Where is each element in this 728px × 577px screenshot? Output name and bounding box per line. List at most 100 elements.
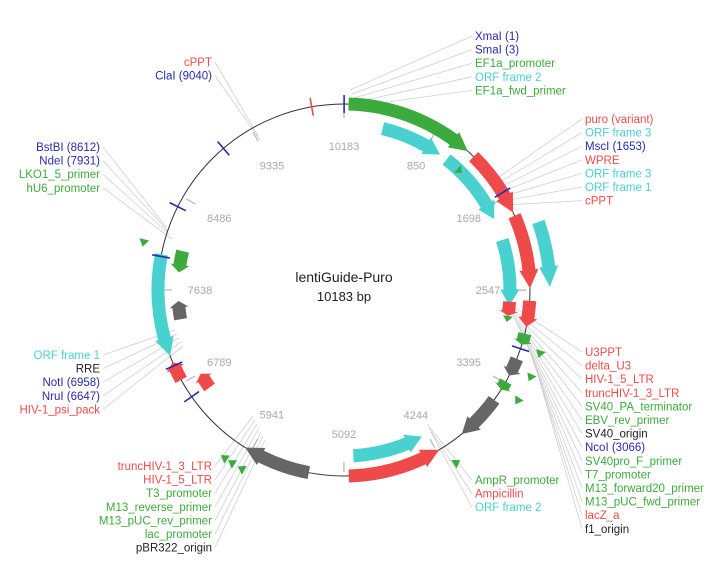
primer-arrow bbox=[139, 238, 150, 247]
label-ef1a-promoter: EF1a_promoter bbox=[475, 58, 555, 70]
leader-line bbox=[504, 200, 583, 206]
label-xmai-1: XmaI (1) bbox=[475, 31, 519, 43]
feature-labels: XmaI (1) SmaI (3)EF1a_promoter ORF frame 2… bbox=[19, 31, 704, 555]
feature-sv40-pa-terminator bbox=[513, 332, 533, 345]
feature-hiv-1-5-ltr bbox=[518, 300, 538, 327]
label-ebv-rev-primer: EBV_rev_primer bbox=[585, 415, 670, 427]
primer-arrow bbox=[237, 465, 247, 475]
feature-sv40-origin bbox=[503, 356, 523, 376]
tick-label: 5941 bbox=[260, 410, 284, 422]
site-cppt bbox=[309, 97, 315, 116]
tick-label: 1698 bbox=[457, 213, 481, 225]
label-t3-promoter: T3_promoter bbox=[146, 488, 212, 500]
leader-line bbox=[498, 159, 583, 194]
tick-label: 2547 bbox=[476, 285, 500, 297]
label-trunchiv-1-3-ltr: truncHIV-1_3_LTR bbox=[118, 461, 212, 473]
site-msci-1653 bbox=[494, 187, 511, 199]
label-rre: RRE bbox=[76, 364, 101, 376]
feature-ef1a-promoter bbox=[348, 97, 468, 152]
label-orf-frame-3: ORF frame 3 bbox=[585, 128, 651, 140]
label-trunchiv-1-3-ltr: truncHIV-1_3_LTR bbox=[585, 388, 679, 400]
leader-line bbox=[511, 313, 583, 394]
leader-line bbox=[517, 325, 583, 434]
label-bstbi-8612: BstBI (8612) bbox=[36, 142, 100, 154]
leader-line bbox=[102, 173, 171, 236]
leader-line bbox=[430, 431, 473, 508]
leader-line bbox=[349, 35, 473, 91]
label-sv40-pa-terminator: SV40_PA_terminator bbox=[585, 401, 692, 413]
feature-orf-frame-1 bbox=[496, 238, 520, 306]
label-hiv-1-5-ltr: HIV-1_5_LTR bbox=[585, 374, 654, 386]
leader-line bbox=[507, 305, 583, 366]
feature-orf-frame-2b bbox=[353, 434, 422, 463]
label-t7-promoter: T7_promoter bbox=[585, 469, 651, 481]
feature-orf-frame-2 bbox=[381, 122, 441, 155]
label-smai-3: SmaI (3) bbox=[475, 45, 519, 57]
leader-line bbox=[102, 160, 169, 232]
label-orf-frame-3: ORF frame 3 bbox=[585, 168, 651, 180]
label-wpre: WPRE bbox=[585, 155, 620, 167]
leader-line bbox=[513, 317, 583, 407]
tick-label: 4244 bbox=[404, 410, 428, 422]
label-m13-forward20-primer: M13_forward20_primer bbox=[585, 483, 704, 495]
primer-arrow bbox=[220, 455, 230, 464]
leader-line bbox=[494, 132, 583, 186]
bp-ticks: 10183 850 1698 2547 3395 4244 5092 5941 6789 7638… bbox=[161, 108, 527, 473]
leader-line bbox=[426, 423, 473, 481]
leader-line bbox=[500, 173, 583, 198]
feature-ampicillin bbox=[348, 449, 440, 483]
leader-line bbox=[531, 353, 583, 529]
tick-mark bbox=[186, 198, 196, 205]
primer-arrow bbox=[454, 165, 462, 174]
label-hiv-1-5-ltr: HIV-1_5_LTR bbox=[143, 475, 212, 487]
leader-line bbox=[214, 419, 256, 480]
primer-arrow bbox=[451, 460, 461, 469]
feature-u3ppt bbox=[499, 301, 519, 316]
primer-arrow bbox=[228, 460, 238, 469]
feature-orf-frame-3 bbox=[442, 154, 495, 220]
feature-hiv-1-5-ltrb bbox=[166, 362, 187, 384]
leader-line bbox=[355, 76, 473, 103]
label-m13-puc-fwd-primer: M13_pUC_fwd_primer bbox=[585, 497, 700, 509]
primer-arrow bbox=[503, 315, 513, 322]
tick-label: 5092 bbox=[332, 429, 356, 441]
restriction-sites bbox=[152, 94, 530, 403]
tick-label: 10183 bbox=[329, 141, 360, 153]
label-nrui-6647: NruI (6647) bbox=[42, 391, 100, 403]
label-f1-origin: f1_origin bbox=[585, 524, 629, 536]
plasmid-name: lentiGuide-Puro bbox=[295, 269, 392, 285]
plasmid-length: 10183 bp bbox=[317, 289, 371, 304]
tick-label: 9335 bbox=[260, 160, 284, 172]
label-cppt: cPPT bbox=[184, 57, 212, 69]
label-msci-1653: MscI (1653) bbox=[585, 141, 646, 153]
label-orf-frame-1: ORF frame 1 bbox=[34, 350, 100, 362]
site-clai-9040 bbox=[216, 141, 230, 156]
feature-pbr322-origin bbox=[245, 447, 311, 480]
feature-hu6-promoter bbox=[170, 249, 190, 273]
tick-label: 850 bbox=[407, 160, 425, 172]
label-hiv-1-psi-pack: HIV-1_psi_pack bbox=[19, 404, 100, 416]
tick-mark bbox=[429, 438, 436, 448]
feature-wpre bbox=[508, 213, 539, 289]
site-ncoi-3066 bbox=[511, 345, 530, 353]
feature-f1-origin bbox=[461, 396, 500, 434]
site-nrui-6647 bbox=[183, 390, 200, 403]
label-u3ppt: U3PPT bbox=[585, 347, 622, 359]
label-pbr322-origin: pBR322_origin bbox=[136, 543, 212, 555]
leader-line bbox=[102, 146, 167, 228]
label-orf-frame-1: ORF frame 1 bbox=[585, 182, 651, 194]
site-noti-6958 bbox=[165, 361, 183, 371]
feature-orf-frame-3b bbox=[532, 219, 559, 287]
label-orf-frame-2: ORF frame 2 bbox=[475, 72, 541, 84]
leader-line bbox=[214, 423, 258, 494]
label-cppt: cPPT bbox=[585, 196, 613, 208]
site-bstbi-8612 bbox=[169, 201, 187, 212]
label-ampicillin: Ampicillin bbox=[475, 489, 524, 501]
label-lac-promoter: lac_promoter bbox=[145, 529, 212, 541]
primer-arrow bbox=[536, 349, 546, 358]
label-m13-reverse-primer: M13_reverse_primer bbox=[106, 502, 212, 514]
leader-line bbox=[509, 309, 583, 380]
tick-label: 7638 bbox=[188, 285, 212, 297]
label-clai-9040: ClaI (9040) bbox=[155, 71, 212, 83]
